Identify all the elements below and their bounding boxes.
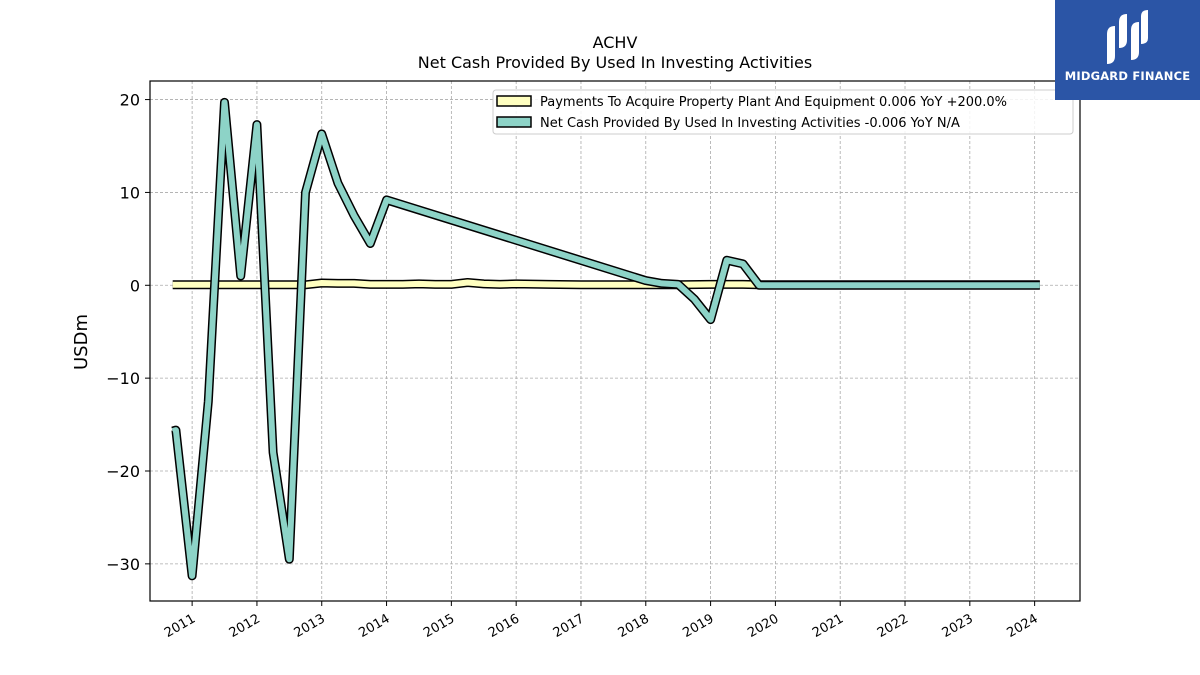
legend-label-0: Payments To Acquire Property Plant And E… [540,95,1007,110]
x-tick-label: 2016 [486,611,522,641]
legend-label-1: Net Cash Provided By Used In Investing A… [540,116,960,131]
y-tick-label: −20 [106,462,140,481]
y-tick-label: 20 [120,91,140,110]
gridlines [150,81,1080,601]
x-tick-label: 2024 [1004,611,1040,641]
legend-swatch-0 [496,95,532,107]
legend-box [492,89,1074,135]
y-tick-label: 10 [120,183,140,202]
x-tick-label: 2020 [745,611,781,641]
midgard-finance-logo: MIDGARD FINANCE [1055,0,1200,100]
plot-frame [149,80,1081,602]
y-axis-label: USDm [71,314,92,370]
legend-swatch-1 [496,116,532,128]
chart-title: ACHV [593,33,638,52]
x-tick-label: 2013 [292,611,328,641]
x-tick-label: 2023 [940,611,976,641]
x-tick-label: 2019 [680,611,716,641]
x-tick-label: 2014 [356,611,392,641]
series-lines [171,97,1040,581]
chart-subtitle: Net Cash Provided By Used In Investing A… [418,53,812,72]
y-tick-label: 0 [130,276,140,295]
midgard-logo-mark-icon [1107,10,1148,64]
axes: 20 10 0 −10 −20 −30 2011 2012 2013 2014 2015 2016 20… [106,91,1040,641]
series-1-line [171,99,1040,579]
logo-text: MIDGARD FINANCE [1064,69,1191,83]
x-tick-label: 2021 [810,611,846,641]
x-tick-label: 2018 [616,611,652,641]
y-tick-label: −10 [106,369,140,388]
y-tick-label: −30 [106,555,140,574]
x-tick-label: 2017 [551,611,587,641]
legend: Payments To Acquire Property Plant And E… [492,89,1074,135]
x-tick-label: 2012 [227,611,263,641]
x-tick-label: 2022 [875,611,911,641]
x-tick-label: 2011 [162,611,198,641]
x-tick-label: 2015 [421,611,457,641]
series-1-outline [171,97,1040,581]
